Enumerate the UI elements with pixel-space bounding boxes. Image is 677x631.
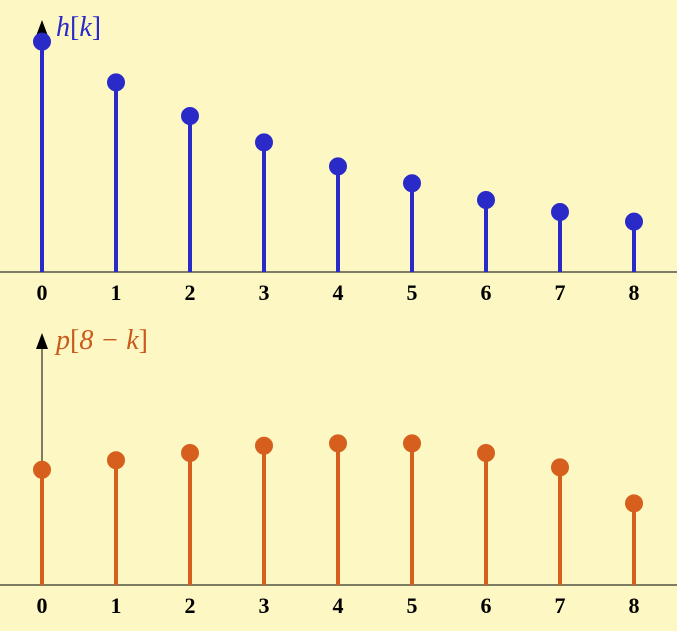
bottom-axis-label: p[8 − k] — [56, 325, 148, 357]
svg-text:8: 8 — [629, 593, 640, 618]
svg-text:7: 7 — [555, 280, 566, 305]
top-label-open: [ — [70, 12, 79, 43]
bottom-stem-plot: 0 1 2 3 4 5 6 7 8 — [0, 313, 677, 626]
svg-text:1: 1 — [111, 593, 122, 618]
svg-text:0: 0 — [37, 280, 48, 305]
svg-text:7: 7 — [555, 593, 566, 618]
bottom-label-close: ] — [139, 325, 148, 356]
svg-text:2: 2 — [185, 593, 196, 618]
top-axis-label: h[k] — [56, 12, 101, 44]
top-stem-plot: 0 1 2 3 4 5 6 7 8 — [0, 0, 677, 313]
svg-text:2: 2 — [185, 280, 196, 305]
svg-text:0: 0 — [37, 593, 48, 618]
svg-text:3: 3 — [259, 593, 270, 618]
svg-text:6: 6 — [481, 593, 492, 618]
bottom-label-var: p — [56, 325, 70, 356]
top-label-close: ] — [92, 12, 101, 43]
top-panel: 0 1 2 3 4 5 6 7 8 h[k] — [0, 0, 677, 313]
svg-text:5: 5 — [407, 593, 418, 618]
svg-text:3: 3 — [259, 280, 270, 305]
svg-text:1: 1 — [111, 280, 122, 305]
svg-text:4: 4 — [333, 593, 344, 618]
svg-text:6: 6 — [481, 280, 492, 305]
bottom-label-arg: 8 − k — [79, 325, 138, 356]
bottom-label-open: [ — [70, 325, 79, 356]
bottom-panel: 0 1 2 3 4 5 6 7 8 p[8 − k] — [0, 313, 677, 626]
top-label-var: h — [56, 12, 70, 43]
svg-text:5: 5 — [407, 280, 418, 305]
top-label-arg: k — [79, 12, 91, 43]
svg-text:4: 4 — [333, 280, 344, 305]
svg-text:8: 8 — [629, 280, 640, 305]
